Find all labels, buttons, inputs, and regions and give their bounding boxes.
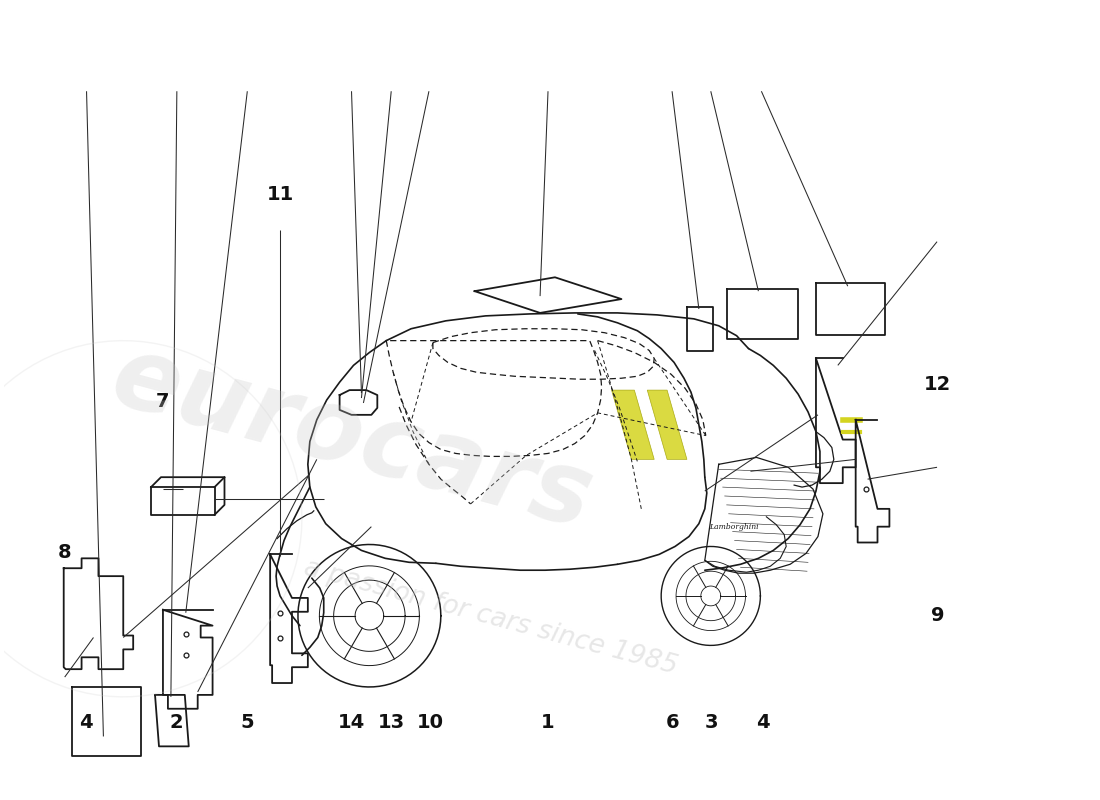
Text: eurocars: eurocars <box>101 329 602 550</box>
Text: 7: 7 <box>156 392 169 411</box>
Text: 13: 13 <box>378 713 405 732</box>
Text: 4: 4 <box>756 713 770 732</box>
Text: 6: 6 <box>666 713 679 732</box>
Text: 12: 12 <box>924 374 952 394</box>
Text: 14: 14 <box>338 713 365 732</box>
Text: 3: 3 <box>705 713 718 732</box>
Text: 9: 9 <box>931 606 944 625</box>
Text: 5: 5 <box>241 713 254 732</box>
Text: 4: 4 <box>79 713 92 732</box>
Text: 11: 11 <box>266 185 294 204</box>
Text: a passion for cars since 1985: a passion for cars since 1985 <box>300 555 680 680</box>
Polygon shape <box>647 390 688 459</box>
Text: 2: 2 <box>169 713 184 732</box>
Polygon shape <box>612 390 654 459</box>
Text: 10: 10 <box>417 713 443 732</box>
Text: 1: 1 <box>541 713 554 732</box>
Text: Lamborghini: Lamborghini <box>708 522 758 530</box>
Text: 8: 8 <box>57 542 72 562</box>
